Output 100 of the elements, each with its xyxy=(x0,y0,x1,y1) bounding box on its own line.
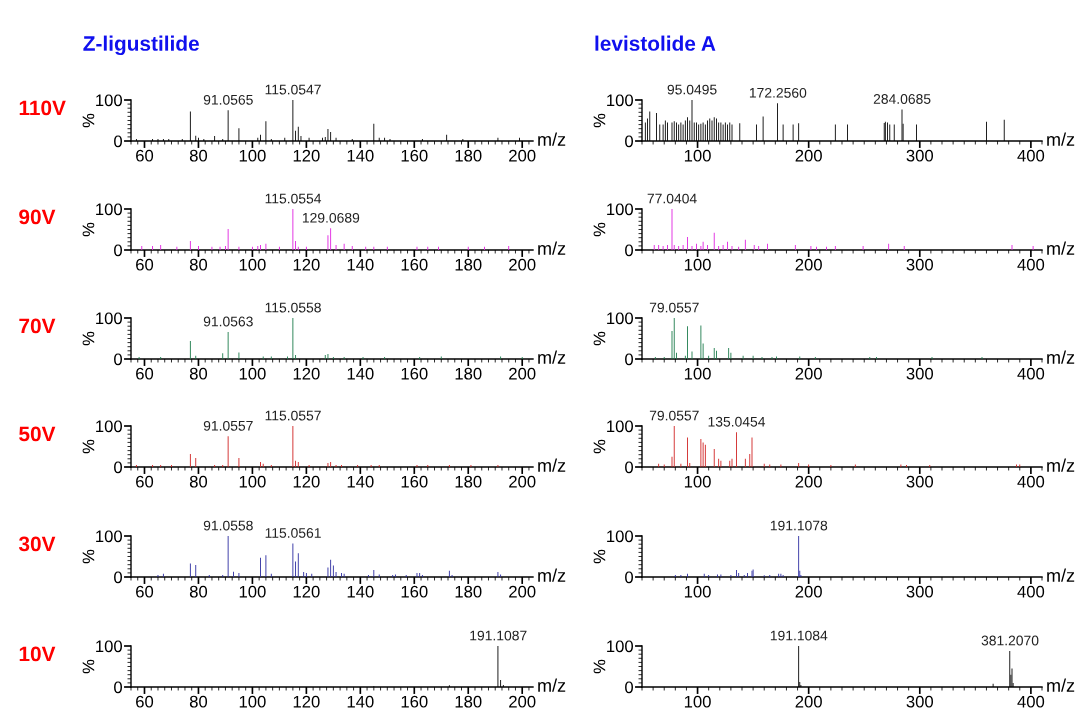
annotation: 91.0558 xyxy=(203,520,253,531)
x-tick-label: 100 xyxy=(684,585,711,598)
x-tick-label: 400 xyxy=(1017,695,1045,708)
annotation: 79.0557 xyxy=(649,302,699,313)
x-tick-label: 140 xyxy=(347,149,374,162)
x-tick-label: 60 xyxy=(136,149,154,162)
x-tick-label: 80 xyxy=(189,149,208,162)
x-tick-label: 400 xyxy=(1017,475,1045,488)
x-tick-label: 60 xyxy=(136,475,154,488)
y-axis-title: % xyxy=(593,331,606,346)
x-tick-label: 300 xyxy=(906,585,934,598)
chart-title: Z-ligustilide xyxy=(83,35,199,56)
x-tick-label: 120 xyxy=(293,149,320,162)
y-tick-label: 0 xyxy=(114,353,123,366)
x-tick-label: 180 xyxy=(455,367,482,380)
x-tick-label: 100 xyxy=(684,695,711,708)
x-tick-label: 200 xyxy=(509,475,536,488)
x-tick-label: 120 xyxy=(293,258,320,271)
x-axis-title: m/z xyxy=(538,678,566,692)
annotation: 115.0547 xyxy=(265,84,321,95)
y-axis-title: % xyxy=(593,222,606,237)
x-axis-title: m/z xyxy=(538,241,566,255)
x-tick-label: 140 xyxy=(347,258,374,271)
x-tick-label: 300 xyxy=(906,149,934,162)
annotation: 91.0565 xyxy=(203,94,253,105)
annotation: 284.0685 xyxy=(873,94,931,104)
annotation: 191.1087 xyxy=(470,630,527,641)
annotation: 115.0561 xyxy=(265,528,321,538)
x-tick-label: 180 xyxy=(455,475,482,488)
x-tick-label: 120 xyxy=(293,585,320,598)
x-tick-label: 160 xyxy=(401,258,428,271)
y-tick-label: 100 xyxy=(96,312,123,325)
x-tick-label: 200 xyxy=(795,149,822,162)
y-tick-label: 0 xyxy=(625,461,634,474)
annotation: 115.0557 xyxy=(265,410,321,421)
x-tick-label: 400 xyxy=(1017,149,1045,162)
x-tick-label: 400 xyxy=(1017,258,1045,271)
y-tick-label: 0 xyxy=(625,353,634,366)
x-tick-label: 300 xyxy=(906,475,934,488)
x-axis-title: m/z xyxy=(1047,678,1075,692)
x-axis-title: m/z xyxy=(538,568,566,582)
x-tick-label: 100 xyxy=(239,475,266,488)
annotation: 191.1084 xyxy=(770,630,828,641)
y-tick-label: 0 xyxy=(114,135,123,148)
x-tick-label: 80 xyxy=(189,367,208,380)
x-tick-label: 200 xyxy=(509,149,536,162)
y-axis-title: % xyxy=(82,113,95,128)
x-tick-label: 300 xyxy=(906,367,934,380)
text: 10V xyxy=(19,646,56,662)
annotation: 381.2070 xyxy=(981,635,1039,646)
x-tick-label: 60 xyxy=(136,585,154,598)
y-tick-label: 100 xyxy=(607,94,634,107)
x-tick-label: 200 xyxy=(509,367,536,380)
x-tick-label: 60 xyxy=(136,258,154,271)
x-tick-label: 60 xyxy=(136,367,154,380)
x-tick-label: 200 xyxy=(509,258,536,271)
y-tick-label: 0 xyxy=(625,571,634,584)
x-tick-label: 180 xyxy=(455,585,482,598)
x-tick-label: 100 xyxy=(239,695,266,708)
x-tick-label: 180 xyxy=(455,695,482,708)
y-tick-label: 100 xyxy=(96,94,123,107)
x-tick-label: 100 xyxy=(239,149,266,162)
y-axis-title: % xyxy=(82,331,95,346)
x-tick-label: 200 xyxy=(509,585,536,598)
x-axis-title: m/z xyxy=(1047,568,1075,582)
x-tick-label: 100 xyxy=(684,149,711,162)
x-tick-label: 80 xyxy=(189,695,208,708)
y-axis-title: % xyxy=(593,113,606,128)
x-tick-label: 300 xyxy=(906,695,934,708)
x-tick-label: 100 xyxy=(684,475,711,488)
y-tick-label: 100 xyxy=(607,640,634,653)
x-tick-label: 200 xyxy=(795,258,822,271)
annotation: 115.0554 xyxy=(265,193,322,204)
x-tick-label: 160 xyxy=(401,149,428,162)
y-tick-label: 100 xyxy=(96,203,123,216)
x-axis-title: m/z xyxy=(1047,241,1075,255)
text: 90V xyxy=(19,209,56,225)
annotation: 79.0557 xyxy=(649,410,699,421)
x-tick-label: 200 xyxy=(795,475,822,488)
text: 110V xyxy=(19,100,66,116)
x-tick-label: 100 xyxy=(684,367,711,380)
x-tick-label: 160 xyxy=(401,475,428,488)
x-tick-label: 160 xyxy=(401,695,428,708)
annotation: 135.0454 xyxy=(708,416,766,427)
x-axis-title: m/z xyxy=(1047,350,1075,364)
x-tick-label: 400 xyxy=(1017,367,1045,380)
x-tick-label: 100 xyxy=(239,258,266,271)
y-axis-title: % xyxy=(82,659,95,674)
x-tick-label: 120 xyxy=(293,475,320,488)
x-tick-label: 100 xyxy=(239,367,266,380)
x-tick-label: 200 xyxy=(795,367,822,380)
x-tick-label: 140 xyxy=(347,695,374,708)
y-axis-title: % xyxy=(82,439,95,454)
y-tick-label: 0 xyxy=(625,244,634,257)
x-tick-label: 120 xyxy=(293,695,320,708)
annotation: 95.0495 xyxy=(667,84,717,95)
x-axis-title: m/z xyxy=(538,132,566,146)
annotation: 129.0689 xyxy=(302,212,360,223)
x-tick-label: 100 xyxy=(684,258,711,271)
chart-title: levistolide A xyxy=(595,35,716,51)
